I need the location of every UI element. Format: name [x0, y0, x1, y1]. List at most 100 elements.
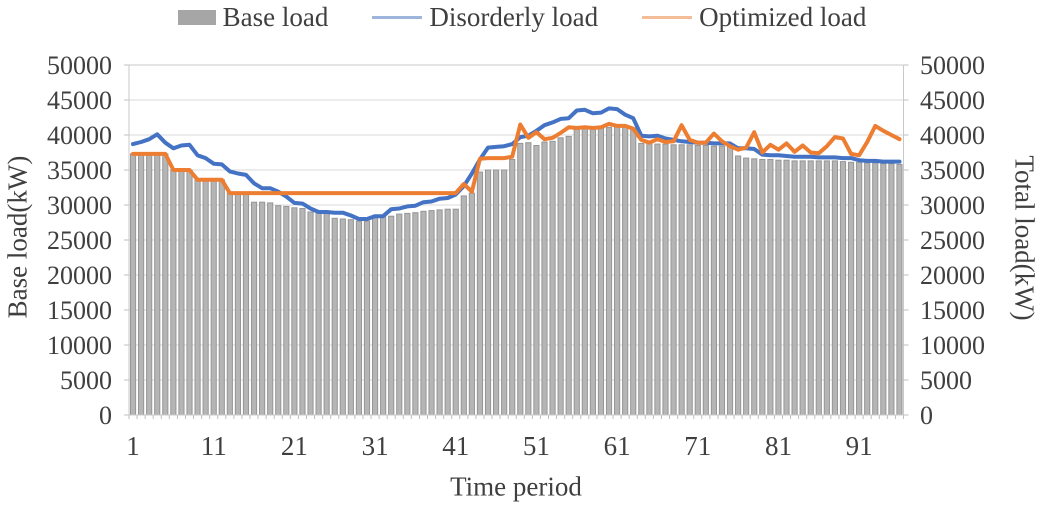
bar [549, 140, 556, 416]
bar [404, 212, 411, 416]
bar [355, 220, 363, 416]
bar [646, 142, 653, 416]
bar [501, 169, 508, 416]
bar [363, 220, 371, 416]
bar [460, 195, 467, 416]
bar [541, 141, 548, 416]
bar [767, 159, 774, 416]
left-axis-tick-label: 35000 [47, 156, 112, 185]
x-axis-tick-label: 91 [846, 431, 873, 461]
bar [702, 145, 709, 416]
bar [259, 201, 266, 416]
bar [242, 192, 250, 416]
bar [807, 160, 814, 416]
left-axis-tick-label: 50000 [47, 51, 112, 80]
legend-item-optimized-load: Optimized load [642, 2, 866, 33]
bar [751, 158, 758, 416]
bar [565, 135, 572, 416]
bar [533, 145, 540, 416]
legend-label-base-load: Base load [222, 2, 329, 32]
bar [735, 155, 742, 416]
bar [291, 207, 298, 416]
bar [686, 144, 693, 416]
bar [799, 160, 806, 416]
bar [509, 159, 516, 416]
bar [170, 169, 177, 416]
bar [154, 153, 161, 416]
legend-label-disorderly-load: Disorderly load [429, 2, 599, 32]
bar [743, 157, 750, 416]
left-axis-title: Base load(kW) [2, 155, 33, 319]
bar [234, 192, 241, 416]
bar [791, 160, 798, 416]
bar [444, 208, 451, 416]
bar [484, 169, 492, 416]
bar [678, 144, 685, 416]
bar [283, 205, 290, 416]
legend-label-optimized-load: Optimized load [699, 2, 867, 32]
bar [726, 146, 734, 416]
bar [597, 127, 605, 416]
optimized-load-line [131, 121, 902, 196]
bar [839, 161, 847, 416]
x-axis-tick-label: 61 [604, 431, 631, 461]
x-axis-tick-label: 41 [442, 431, 469, 461]
bar [831, 160, 839, 416]
bar [864, 162, 871, 416]
base-load-swatch [177, 10, 216, 25]
bar [138, 153, 145, 416]
bar [428, 210, 435, 416]
bar [630, 127, 637, 416]
plot-border [128, 64, 904, 416]
left-axis-tick-label: 5000 [60, 366, 112, 395]
bar [380, 216, 387, 416]
right-axis-tick-label: 35000 [920, 156, 985, 185]
right-axis-tick-label: 40000 [920, 121, 985, 150]
x-axis-tick-label: 1 [126, 431, 140, 461]
right-axis-tick-label: 15000 [920, 296, 985, 325]
bar [622, 126, 629, 416]
x-axis-tick-label: 11 [201, 431, 227, 461]
bar [468, 192, 475, 416]
right-axis-tick-label: 10000 [920, 331, 985, 360]
bar [436, 209, 443, 416]
bar [307, 211, 314, 416]
bar [492, 169, 500, 416]
left-axis-tick-label: 10000 [47, 331, 112, 360]
bar [581, 128, 588, 416]
x-axis-tick-label: 51 [523, 431, 550, 461]
bar [589, 127, 596, 416]
bar [880, 163, 887, 416]
bar [178, 169, 185, 416]
bar [605, 126, 613, 416]
bar [847, 161, 855, 416]
bar [129, 153, 137, 416]
bar [856, 161, 863, 416]
bar [202, 179, 209, 416]
bar [662, 143, 669, 416]
left-axis-tick-label: 20000 [47, 261, 112, 290]
right-axis-tick-label: 30000 [920, 191, 985, 220]
bar [194, 179, 201, 416]
left-axis-tick-label: 40000 [47, 121, 112, 150]
bar [146, 153, 153, 416]
bar [331, 217, 338, 416]
bar [710, 145, 717, 416]
bar [783, 159, 790, 416]
right-axis-tick-label: 50000 [920, 51, 985, 80]
bar [388, 215, 395, 416]
bar [267, 202, 274, 416]
left-axis-tick-label: 25000 [47, 226, 112, 255]
bar [718, 145, 726, 416]
bar [162, 153, 169, 416]
bar [815, 160, 822, 416]
bar [396, 213, 403, 416]
left-axis-tick-label: 45000 [47, 86, 112, 115]
bar [557, 137, 564, 416]
x-axis-tick-label: 21 [281, 431, 308, 461]
left-axis-tick-label: 15000 [47, 296, 112, 325]
x-axis-tick-label: 71 [684, 431, 711, 461]
bar [412, 212, 419, 416]
bar [339, 218, 346, 416]
bar [654, 143, 661, 416]
